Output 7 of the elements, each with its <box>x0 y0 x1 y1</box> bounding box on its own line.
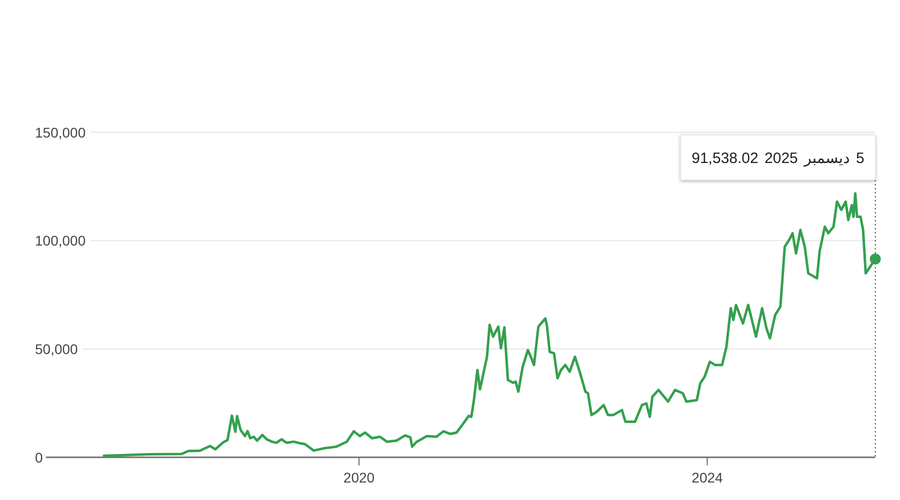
x-tick-label: 2024 <box>692 469 724 486</box>
y-tick-label: 100,000 <box>35 232 86 249</box>
y-tick-label: 150,000 <box>35 124 86 140</box>
annotation: 5 ديسمبر 2025 91,538.02 <box>692 150 864 167</box>
y-tick-label: 50,000 <box>35 340 78 357</box>
y-tick-label: 0 <box>35 449 43 466</box>
x-tick-label: 2020 <box>343 469 375 486</box>
